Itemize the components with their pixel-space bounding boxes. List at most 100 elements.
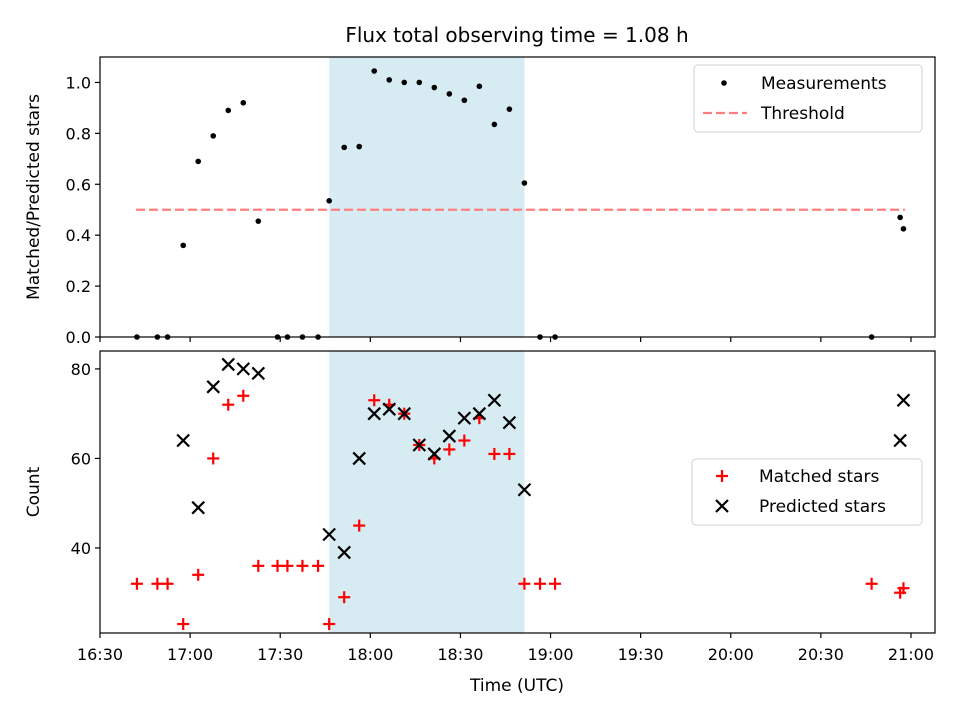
predicted-star-point	[337, 545, 351, 560]
predicted-star-point	[206, 380, 221, 394]
observing-window-shade	[329, 57, 525, 337]
cross-stroke-b	[896, 393, 911, 408]
legend: Matched stars Predicted stars	[691, 458, 923, 526]
measurement-point	[371, 68, 378, 74]
measurement-point	[386, 77, 393, 83]
x-tick-label: 16:30	[77, 645, 123, 664]
ratio-panel: 0.0 0.2 0.4 0.6 0.8 1.0 Matched/Predicted star…	[24, 56, 936, 347]
measurement-point	[240, 100, 247, 106]
predicted-star-point	[221, 357, 236, 372]
measurement-point	[326, 198, 332, 204]
predicted-star-point	[367, 406, 382, 421]
cross-stroke-b	[206, 380, 221, 394]
matched-star-point	[161, 577, 174, 590]
predicted-star-point	[236, 362, 251, 376]
predicted-star-point	[502, 415, 517, 430]
cross-stroke-b	[487, 393, 502, 408]
matched-star-point	[353, 519, 366, 532]
matched-star-point	[151, 577, 164, 590]
measurement-point	[225, 107, 232, 114]
measurement-point	[897, 214, 903, 221]
legend-box	[693, 64, 923, 133]
y-tick-label: 0.6	[66, 175, 91, 194]
cross-stroke-b	[412, 438, 427, 452]
cross-stroke-b	[427, 447, 442, 461]
matched-star-point	[338, 591, 351, 604]
matched-star-point	[488, 447, 501, 460]
matched-star-point	[503, 447, 516, 460]
cross-stroke-b	[322, 527, 336, 542]
measurement-point	[491, 121, 498, 128]
cross-stroke-b	[352, 451, 366, 466]
predicted-star-point	[412, 438, 427, 452]
x-tick-label: 19:30	[618, 645, 664, 664]
measurement-point	[506, 106, 513, 112]
measurement-point	[900, 226, 907, 232]
measurement-point	[416, 79, 423, 86]
observing-window-shade	[329, 351, 525, 633]
predicted-star-point	[896, 393, 911, 408]
x-tick-label: 17:00	[167, 645, 213, 664]
predicted-star-point	[176, 433, 190, 448]
cross-stroke-b	[893, 433, 907, 448]
matched-star-point	[130, 577, 143, 590]
matched-star-point	[192, 568, 205, 581]
cross-stroke-b	[382, 402, 397, 416]
predicted-star-point	[442, 429, 457, 443]
measurement-point	[431, 84, 438, 91]
predicted-star-point	[517, 482, 532, 497]
legend-label-measurements: Measurements	[761, 74, 887, 94]
predicted-star-point	[382, 402, 397, 416]
predicted-star-point	[191, 500, 205, 515]
predicted-star-point	[322, 527, 336, 542]
legend-label-predicted: Predicted stars	[759, 497, 886, 517]
y-axis-label: Count	[24, 466, 44, 517]
cross-stroke-b	[457, 411, 472, 425]
y-tick-label: 1.0	[66, 73, 91, 92]
measurement-point	[341, 144, 347, 151]
cross-stroke-b	[715, 499, 729, 513]
x-tick-label: 20:00	[708, 645, 754, 664]
matched-star-point	[237, 389, 250, 402]
predicted-star-point	[472, 406, 487, 421]
matched-star-point	[177, 618, 190, 631]
matched-star-point	[897, 582, 910, 595]
predicted-star-point	[251, 366, 266, 381]
cross-stroke-b	[236, 362, 251, 376]
predicted-star-point	[487, 393, 502, 408]
matched-star-point	[865, 577, 878, 590]
y-axis-label: Matched/Predicted stars	[24, 94, 44, 300]
x-tick-label: 18:30	[437, 645, 483, 664]
cross-stroke-b	[472, 406, 487, 421]
matched-star-point	[323, 618, 336, 631]
predicted-star-point	[893, 433, 907, 448]
cross-stroke-b	[221, 357, 236, 372]
y-tick-label: 80	[71, 360, 91, 379]
y-tick-label: 60	[71, 449, 91, 468]
chart-title: Flux total observing time = 1.08 h	[345, 23, 688, 47]
cross-stroke-b	[397, 406, 412, 421]
cross-stroke-b	[517, 482, 532, 497]
x-tick-label: 19:00	[527, 645, 573, 664]
measurement-point	[401, 79, 408, 86]
legend-marker-matched	[716, 470, 728, 482]
measurement-point	[356, 143, 363, 150]
measurement-point	[195, 158, 202, 165]
cross-stroke-b	[502, 415, 517, 430]
x-tick-label: 17:30	[257, 645, 303, 664]
matched-star-point	[458, 434, 471, 447]
cross-stroke-b	[191, 500, 205, 515]
y-tick-label: 0.2	[66, 277, 91, 296]
matched-star-point	[549, 577, 562, 590]
matched-star-point	[296, 559, 309, 572]
measurement-point	[521, 180, 528, 186]
matched-star-point	[252, 559, 265, 572]
measurement-point	[476, 83, 483, 90]
y-tick-label: 40	[71, 539, 91, 558]
measurement-point	[446, 91, 453, 97]
matched-star-point	[312, 559, 325, 572]
matched-star-point	[222, 398, 235, 411]
matched-star-point	[518, 577, 531, 590]
x-tick-label: 21:00	[888, 645, 934, 664]
